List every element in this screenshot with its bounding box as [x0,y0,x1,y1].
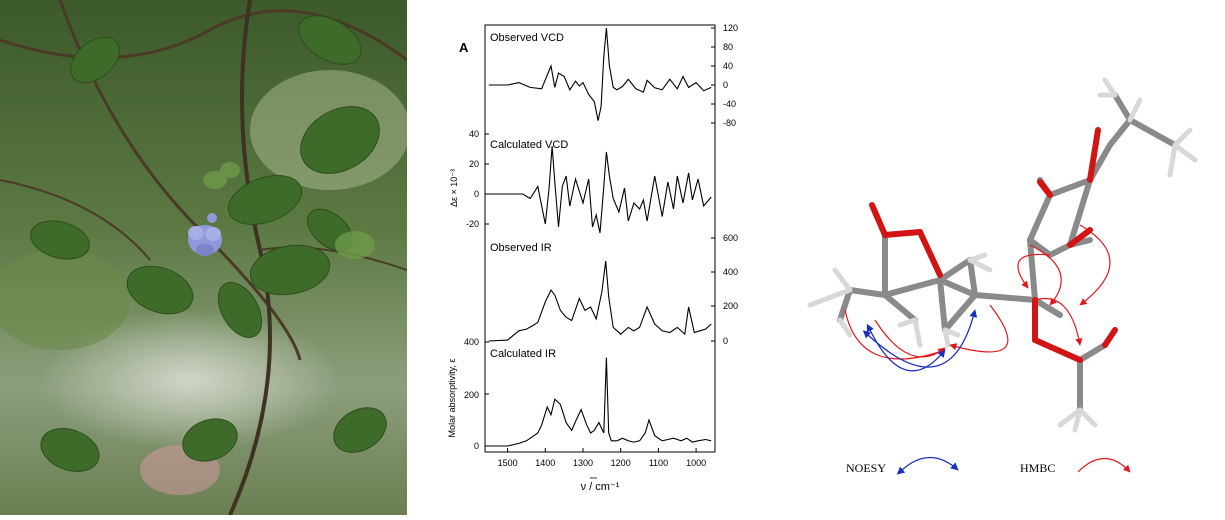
molecule-svg: NOESY HMBC [807,77,1198,475]
left-vcd-ticks: 40 20 0 -20 [466,129,489,229]
molecule-bonds [807,77,1198,433]
x-tick-label: 1300 [573,458,593,468]
tick-label: -20 [466,219,479,229]
tick-label: 40 [723,61,733,71]
left-ir-ticks: 400 200 0 [464,337,489,451]
legend: NOESY HMBC [846,457,1131,475]
x-tick-label: 1500 [498,458,518,468]
legend-hmbc-arrow [1077,458,1131,473]
tick-label: 200 [464,390,479,400]
x-axis-label: ν / cm⁻¹ [581,481,620,493]
legend-noesy-label: NOESY [846,461,886,475]
spectra-svg: A Observed VCD Calculated VCD Observed I… [447,23,738,493]
trace-label-observed-ir: Observed IR [490,242,552,254]
panel-label: A [459,40,469,55]
right-vcd-ticks: 120 80 40 0 -40 -80 [711,23,738,128]
trace-label-calculated-ir: Calculated IR [490,348,556,360]
tick-label: 40 [469,129,479,139]
trace-label-calculated-vcd: Calculated VCD [490,139,568,151]
tick-label: 400 [464,337,479,347]
x-ticks: 1500 1400 1300 1200 1100 1000 [498,448,706,468]
x-tick-label: 1100 [649,458,668,468]
noesy-arrows [862,309,978,372]
tick-label: 200 [723,301,738,311]
tick-label: 600 [723,233,738,243]
trace-observed-ir [488,261,712,342]
x-tick-label: 1400 [535,458,555,468]
tick-label: 20 [469,159,479,169]
plant-photo-graphic [0,0,410,516]
tick-label: 0 [723,80,728,90]
tick-label: 120 [723,23,738,33]
tick-label: -80 [723,118,736,128]
trace-calculated-vcd [488,145,712,234]
trace-calculated-ir [488,357,712,447]
x-tick-label: 1200 [611,458,631,468]
trace-label-observed-vcd: Observed VCD [490,32,564,44]
tick-label: 0 [474,441,479,451]
tick-label: 400 [723,267,738,277]
spectra-chart: A Observed VCD Calculated VCD Observed I… [407,0,750,515]
legend-noesy-arrow [896,457,959,475]
flower [188,213,222,256]
tick-label: 80 [723,42,733,52]
y-label-vcd: Δε × 10⁻³ [449,169,459,207]
right-ir-ticks: 600 400 200 0 [711,233,738,346]
spectra-traces [488,27,712,447]
plant-photo [0,0,410,516]
tick-label: -40 [723,99,736,109]
molecule-structure: NOESY HMBC [750,0,1225,515]
plot-frame [484,24,716,453]
x-tick-label: 1000 [686,458,706,468]
y-label-ir: Molar absorptivity, ε [447,359,457,438]
tick-label: 0 [723,336,728,346]
trace-observed-vcd [488,27,712,121]
legend-hmbc-label: HMBC [1020,461,1055,475]
tick-label: 0 [474,189,479,199]
